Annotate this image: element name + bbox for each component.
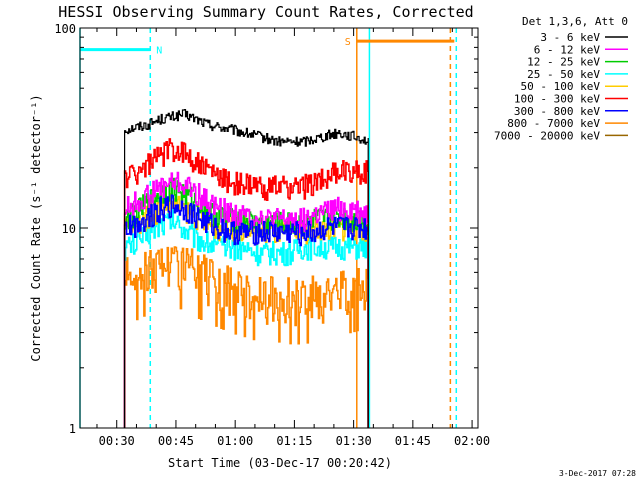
y-tick-label: 1 [69, 422, 76, 436]
legend-entry-label: 3 - 6 keV [540, 31, 600, 44]
x-axis-label: Start Time (03-Dec-17 00:20:42) [168, 456, 392, 470]
annotation-bars: NS [80, 37, 455, 57]
chart-title: HESSI Observing Summary Count Rates, Cor… [58, 3, 473, 21]
x-tick-label: 01:00 [217, 434, 253, 448]
legend-entry-label: 6 - 12 keV [534, 43, 601, 56]
series-line [123, 171, 369, 428]
x-tick-label: 01:45 [395, 434, 431, 448]
series-line [124, 109, 369, 428]
series-line [123, 138, 369, 428]
y-axis-ticks: 1 10 100 [54, 22, 478, 436]
y-axis-label: Corrected Count Rate (s⁻¹ detector⁻¹) [29, 94, 43, 361]
legend-entry-label: 12 - 25 keV [527, 56, 600, 69]
x-axis-ticks: 00:30 00:45 01:00 01:15 01:30 01:45 02:00 [96, 28, 490, 448]
plot-timestamp: 3-Dec-2017 07:28 [559, 469, 636, 478]
legend-entry-label: 25 - 50 keV [527, 68, 600, 81]
x-tick-label: 00:30 [99, 434, 135, 448]
annotation-label: S [345, 37, 351, 48]
legend-entry-label: 7000 - 20000 keV [494, 129, 600, 142]
series-line [123, 208, 369, 428]
x-tick-label: 01:30 [336, 434, 372, 448]
x-tick-label: 00:45 [158, 434, 194, 448]
series-group [123, 109, 369, 428]
legend-title: Det 1,3,6, Att 0 [522, 15, 628, 28]
legend-entry-label: 300 - 800 keV [514, 105, 600, 118]
x-tick-label: 01:15 [276, 434, 312, 448]
legend-entry-label: 100 - 300 keV [514, 93, 600, 106]
annotation-label: N [156, 46, 162, 57]
y-tick-label: 10 [62, 222, 76, 236]
series-line [123, 194, 369, 428]
x-tick-label: 02:00 [454, 434, 490, 448]
legend-entry-label: 800 - 7000 keV [507, 117, 600, 130]
legend-entry-label: 50 - 100 keV [521, 80, 601, 93]
y-tick-label: 100 [54, 22, 76, 36]
series-line [123, 246, 369, 428]
